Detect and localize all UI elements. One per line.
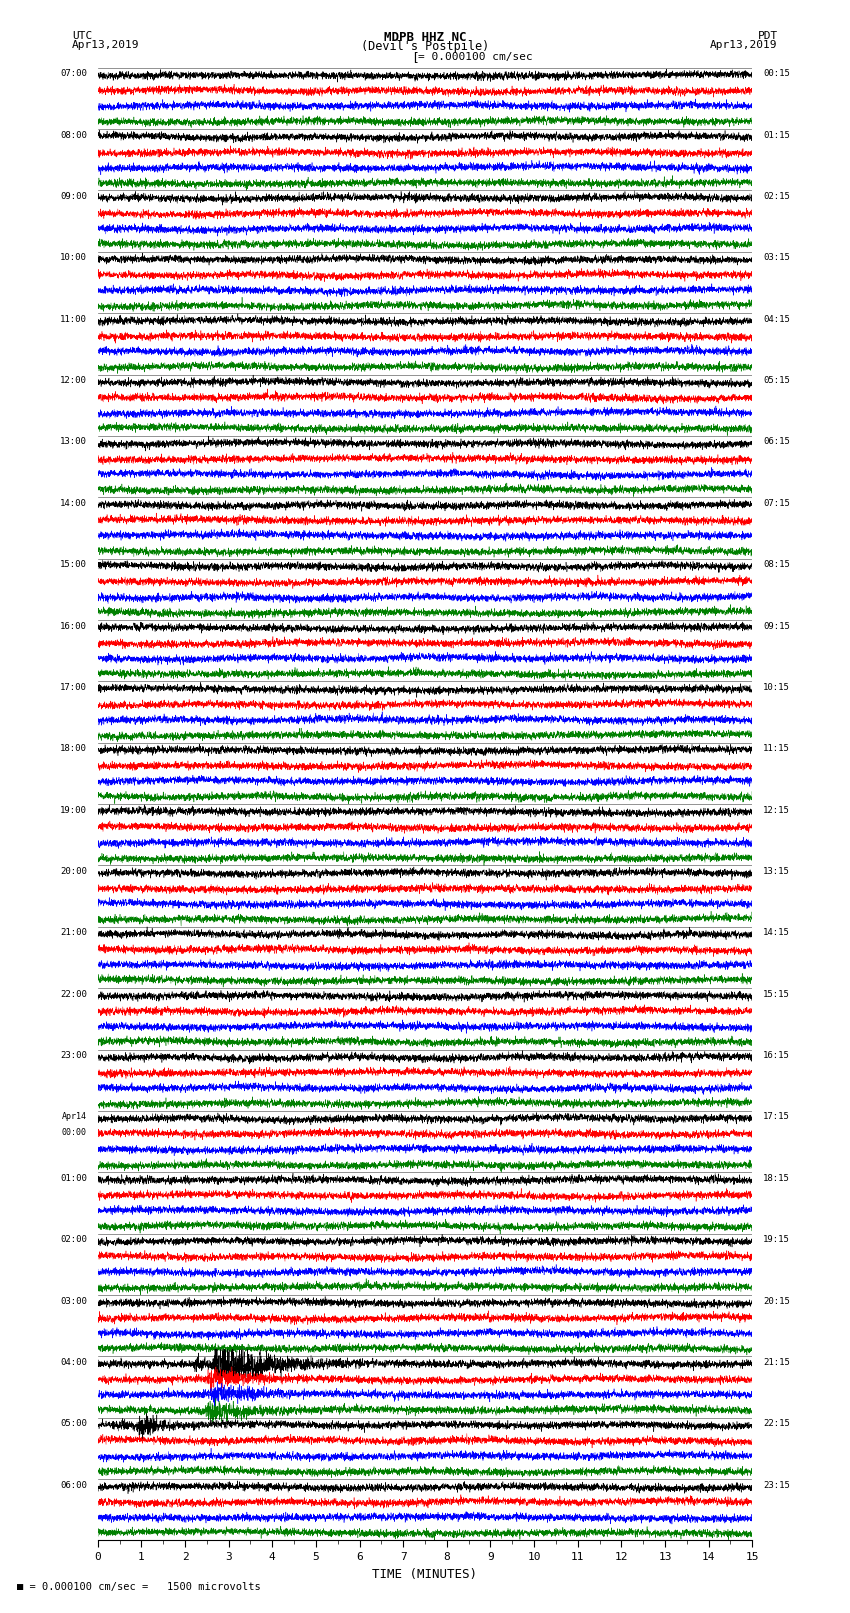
Text: (Devil's Postpile): (Devil's Postpile)	[361, 40, 489, 53]
Text: 17:00: 17:00	[60, 682, 87, 692]
Text: 10:00: 10:00	[60, 253, 87, 263]
Text: 13:00: 13:00	[60, 437, 87, 447]
Text: Apr13,2019: Apr13,2019	[72, 40, 139, 50]
Text: 01:00: 01:00	[60, 1174, 87, 1182]
Text: 05:15: 05:15	[763, 376, 790, 386]
Text: 07:15: 07:15	[763, 498, 790, 508]
Text: 16:00: 16:00	[60, 621, 87, 631]
Text: 04:00: 04:00	[60, 1358, 87, 1366]
Text: ■ = 0.000100 cm/sec =   1500 microvolts: ■ = 0.000100 cm/sec = 1500 microvolts	[17, 1582, 261, 1592]
Text: 20:15: 20:15	[763, 1297, 790, 1305]
X-axis label: TIME (MINUTES): TIME (MINUTES)	[372, 1568, 478, 1581]
Text: 02:00: 02:00	[60, 1236, 87, 1244]
Text: 19:15: 19:15	[763, 1236, 790, 1244]
Text: 08:00: 08:00	[60, 131, 87, 140]
Text: 20:00: 20:00	[60, 866, 87, 876]
Text: 22:00: 22:00	[60, 990, 87, 998]
Text: 08:15: 08:15	[763, 560, 790, 569]
Text: [: [	[411, 50, 419, 65]
Text: 10:15: 10:15	[763, 682, 790, 692]
Text: 21:00: 21:00	[60, 929, 87, 937]
Text: 09:00: 09:00	[60, 192, 87, 202]
Text: 02:15: 02:15	[763, 192, 790, 202]
Text: 23:00: 23:00	[60, 1052, 87, 1060]
Text: 12:00: 12:00	[60, 376, 87, 386]
Text: 19:00: 19:00	[60, 805, 87, 815]
Text: 17:15: 17:15	[763, 1113, 790, 1121]
Text: 00:00: 00:00	[62, 1127, 87, 1137]
Text: 00:15: 00:15	[763, 69, 790, 79]
Text: 22:15: 22:15	[763, 1419, 790, 1428]
Text: 07:00: 07:00	[60, 69, 87, 79]
Text: 18:00: 18:00	[60, 744, 87, 753]
Text: 03:00: 03:00	[60, 1297, 87, 1305]
Text: UTC: UTC	[72, 31, 93, 40]
Text: 21:15: 21:15	[763, 1358, 790, 1366]
Text: 06:00: 06:00	[60, 1481, 87, 1489]
Text: 01:15: 01:15	[763, 131, 790, 140]
Text: PDT: PDT	[757, 31, 778, 40]
Text: 09:15: 09:15	[763, 621, 790, 631]
Text: 13:15: 13:15	[763, 866, 790, 876]
Text: 23:15: 23:15	[763, 1481, 790, 1489]
Text: 14:00: 14:00	[60, 498, 87, 508]
Text: 14:15: 14:15	[763, 929, 790, 937]
Text: MDPB HHZ NC: MDPB HHZ NC	[383, 31, 467, 44]
Text: 16:15: 16:15	[763, 1052, 790, 1060]
Text: 12:15: 12:15	[763, 805, 790, 815]
Text: 05:00: 05:00	[60, 1419, 87, 1428]
Text: 03:15: 03:15	[763, 253, 790, 263]
Text: = 0.000100 cm/sec: = 0.000100 cm/sec	[418, 52, 533, 61]
Text: 15:15: 15:15	[763, 990, 790, 998]
Text: 04:15: 04:15	[763, 315, 790, 324]
Text: 11:15: 11:15	[763, 744, 790, 753]
Text: 18:15: 18:15	[763, 1174, 790, 1182]
Text: 15:00: 15:00	[60, 560, 87, 569]
Text: Apr14: Apr14	[62, 1113, 87, 1121]
Text: 11:00: 11:00	[60, 315, 87, 324]
Text: 06:15: 06:15	[763, 437, 790, 447]
Text: Apr13,2019: Apr13,2019	[711, 40, 778, 50]
